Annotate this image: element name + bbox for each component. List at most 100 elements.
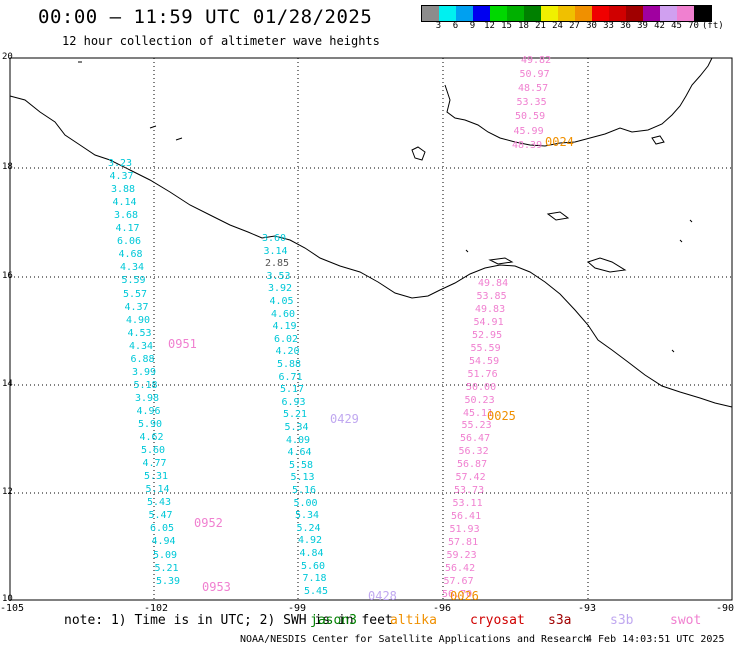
colorbar-swatch xyxy=(524,6,541,21)
wave-height-label: 4.14 xyxy=(112,197,137,209)
wave-height-label: 50.59 xyxy=(515,111,546,123)
lat-tick-20: 20 xyxy=(2,52,13,62)
wave-height-label: 56.41 xyxy=(451,511,482,523)
wave-height-label: 5.14 xyxy=(145,484,170,496)
colorbar-tick: 3 xyxy=(435,21,442,31)
wave-height-label: 4.90 xyxy=(126,314,151,326)
wave-height-label: 53.11 xyxy=(452,498,483,510)
wave-height-label: 57.81 xyxy=(448,537,479,548)
wave-height-label: 6.93 xyxy=(281,396,306,408)
wave-height-label: 56.42 xyxy=(445,562,476,574)
map-border xyxy=(9,57,733,601)
wave-height-label: 53.73 xyxy=(454,485,485,497)
pass-id-0953: 0953 xyxy=(202,580,231,594)
wave-height-label: 5.43 xyxy=(147,497,172,509)
pass-id-0025: 0025 xyxy=(487,409,516,423)
wave-height-label: 3.60 xyxy=(262,233,287,244)
colorbar-tick: 39 xyxy=(637,21,648,31)
wave-height-label: 59.23 xyxy=(446,549,477,561)
lat-tick-12: 12 xyxy=(2,487,13,497)
wave-height-label: 56.47 xyxy=(460,433,491,445)
pass-id-0024: 0024 xyxy=(545,135,574,149)
colorbar-swatch xyxy=(507,6,524,21)
wave-height-label: 5.21 xyxy=(283,409,308,421)
wave-height-label: 6.02 xyxy=(274,333,299,345)
colorbar-swatch xyxy=(558,6,575,21)
wave-height-label: 4.60 xyxy=(271,308,296,320)
colorbar-tick: 9 xyxy=(469,21,476,31)
wave-height-label: 5.39 xyxy=(156,575,181,587)
wave-height-label: 5.21 xyxy=(154,562,179,574)
wave-height-label: 6.06 xyxy=(117,236,142,248)
wave-height-label: 5.00 xyxy=(293,497,318,509)
wave-height-label: 6.05 xyxy=(150,523,175,535)
wave-height-label: 3.92 xyxy=(268,283,293,295)
wave-height-label: 57.42 xyxy=(455,472,486,484)
legend-s3b: s3b xyxy=(610,613,634,628)
wave-height-label: 48.57 xyxy=(518,83,549,95)
yucatan-islands xyxy=(411,135,665,273)
colorbar-tick: 42 xyxy=(654,21,665,31)
wave-height-label: 4.94 xyxy=(151,536,176,548)
colorbar-swatch xyxy=(575,6,592,21)
lat-tick-18: 18 xyxy=(2,162,13,172)
wave-height-label: 56.70 xyxy=(442,588,473,600)
wave-height-label: 5.90 xyxy=(138,419,163,430)
wave-height-label: 4.34 xyxy=(120,262,145,274)
pass-id-0429: 0429 xyxy=(330,412,359,426)
wave-height-label: 5.88 xyxy=(277,359,302,370)
wave-height-label: 7.18 xyxy=(302,573,327,585)
wave-height-label: 53.35 xyxy=(516,97,547,109)
colorbar-swatch xyxy=(609,6,626,21)
lon-tick-102: -102 xyxy=(144,603,169,614)
wave-height-label: 5.57 xyxy=(123,288,148,300)
wave-height-label: 49.82 xyxy=(521,55,552,66)
wave-height-label: 4.05 xyxy=(269,296,294,307)
lat-tick-10: 10 xyxy=(2,594,13,604)
wave-height-label: 5.31 xyxy=(144,471,169,483)
pass-id-0951: 0951 xyxy=(168,337,197,351)
wave-height-label: 3.88 xyxy=(111,184,136,196)
wave-height-label: 49.84 xyxy=(478,278,509,289)
colorbar-tick: 45 xyxy=(671,21,682,31)
colorbar-tick: 27 xyxy=(569,21,580,31)
footer-credit: NOAA/NESDIS Center for Satellite Applica… xyxy=(240,634,590,645)
colorbar-swatch xyxy=(592,6,609,21)
wave-height-label: 49.83 xyxy=(475,303,506,315)
legend-s3a: s3a xyxy=(548,613,572,628)
wave-height-label: 5.24 xyxy=(296,522,321,534)
wave-height-label: 3.99 xyxy=(132,366,157,378)
colorbar-swatch xyxy=(456,6,473,21)
legend-jason3: jason3 xyxy=(310,613,357,628)
wave-height-label: 4.19 xyxy=(272,321,297,333)
colorbar-swatch xyxy=(439,6,456,21)
footer-timestamp: 4 Feb 14:03:51 UTC 2025 xyxy=(586,634,725,645)
land-specks xyxy=(78,61,693,353)
lon-tick-99: -99 xyxy=(288,603,307,614)
lon-tick-90: -90 xyxy=(716,603,735,614)
wave-height-label: 4.84 xyxy=(299,548,324,559)
pass-id-0428: 0428 xyxy=(368,589,397,603)
wave-height-label: 5.18 xyxy=(133,379,158,391)
colorbar-swatch xyxy=(694,6,711,21)
wave-height-label: 4.20 xyxy=(275,346,300,358)
colorbar-tick: 30 xyxy=(586,21,597,31)
pacific-coastline xyxy=(9,95,733,408)
wave-height-label: 55.23 xyxy=(461,420,492,432)
colorbar-swatch xyxy=(490,6,507,21)
lat-tick-14: 14 xyxy=(2,379,13,389)
legend-swot: swot xyxy=(670,613,702,628)
page-title: 00:00 – 11:59 UTC 01/28/2025 xyxy=(38,6,373,28)
colorbar-tick: 12 xyxy=(484,21,495,31)
pass-id-0952: 0952 xyxy=(194,516,223,530)
wave-height-label: 6.71 xyxy=(278,371,303,383)
wave-height-label: 2.85 xyxy=(265,258,290,270)
wave-height-label: 53.85 xyxy=(476,290,507,302)
wave-height-label: 55.59 xyxy=(470,342,501,354)
wave-height-label: 45.11 xyxy=(463,407,494,419)
wave-height-label: 52.95 xyxy=(472,329,503,341)
colorbar-tick: 70 xyxy=(688,21,699,31)
colorbar xyxy=(421,5,712,22)
legend-altika: altika xyxy=(390,613,437,628)
